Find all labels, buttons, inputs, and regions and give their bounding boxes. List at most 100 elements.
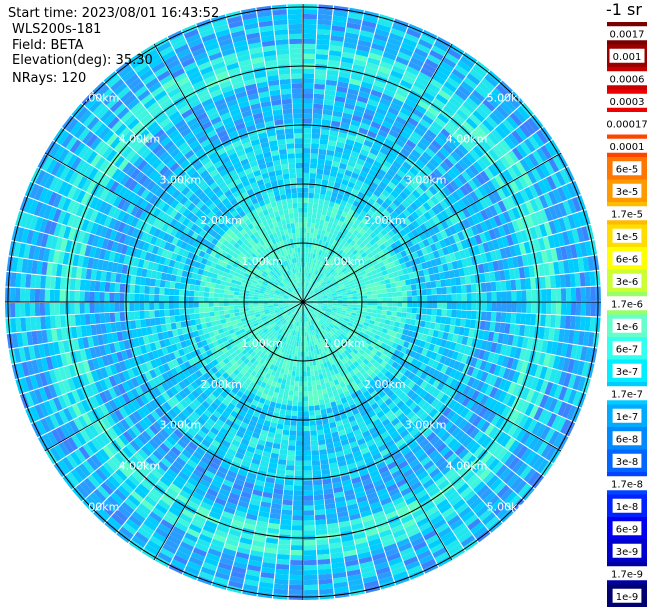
ray-gate: [409, 427, 420, 437]
ray-gate: [278, 340, 283, 347]
ray-gate: [466, 257, 473, 267]
ray-gate: [393, 60, 408, 71]
ray-gate: [316, 544, 329, 550]
ray-gate: [303, 341, 306, 347]
ray-gate: [394, 156, 405, 166]
ray-gate: [336, 277, 342, 283]
ray-gate: [540, 314, 547, 327]
ray-gate: [303, 351, 306, 357]
ray-gate: [545, 276, 551, 289]
ray-gate: [282, 429, 290, 436]
ray-gate: [536, 458, 549, 474]
ray-gate: [303, 545, 316, 551]
ray-gate: [341, 267, 348, 273]
ray-gate: [282, 319, 287, 325]
ray-gate: [523, 241, 532, 254]
ray-gate: [268, 462, 278, 469]
ray-gate: [360, 285, 367, 290]
ray-gate: [560, 246, 568, 260]
ray-gate: [244, 352, 251, 359]
ray-gate: [507, 494, 521, 509]
ray-gate: [337, 510, 349, 518]
ray-gate: [265, 350, 271, 357]
ray-gate: [484, 207, 494, 219]
ray-gate: [66, 472, 80, 487]
ray-gate: [319, 288, 325, 293]
ray-gate: [327, 221, 333, 228]
ray-gate: [274, 332, 280, 339]
ray-gate: [236, 333, 243, 340]
ray-gate: [343, 107, 354, 115]
ray-gate: [255, 342, 261, 348]
ray-gate: [402, 518, 416, 529]
ray-gate: [355, 179, 364, 187]
ray-gate: [446, 309, 452, 318]
ray-gate: [446, 245, 454, 254]
ray-gate: [458, 326, 465, 336]
ray-gate: [269, 335, 275, 341]
ray-gate: [493, 388, 503, 401]
ray-gate: [202, 497, 215, 507]
ray-gate: [112, 385, 122, 397]
ray-gate: [452, 233, 461, 243]
ray-gate: [411, 462, 423, 473]
ray-gate: [359, 331, 365, 337]
ray-gate: [441, 286, 447, 295]
ray-gate: [262, 424, 270, 432]
ray-gate: [303, 549, 317, 556]
ray-gate: [351, 374, 359, 381]
ray-gate: [347, 339, 354, 346]
ray-gate: [391, 287, 397, 293]
ray-gate: [145, 427, 156, 439]
ray-gate: [492, 190, 502, 203]
ray-gate: [517, 483, 531, 498]
ray-gate: [286, 349, 291, 355]
ray-gate: [357, 39, 372, 48]
ray-gate: [58, 441, 70, 457]
ray-gate: [525, 375, 535, 389]
ray-gate: [280, 383, 286, 390]
ray-gate: [371, 328, 378, 335]
ray-gate: [273, 588, 288, 595]
ray-gate: [212, 422, 222, 432]
ray-gate: [454, 444, 466, 456]
ray-gate: [333, 105, 344, 113]
ray-gate: [232, 483, 244, 491]
ray-gate: [297, 406, 303, 412]
ray-gate: [560, 343, 568, 357]
ray-gate: [454, 343, 462, 353]
ray-gate: [96, 485, 110, 499]
ray-gate: [375, 107, 388, 116]
ray-gate: [550, 248, 558, 262]
ray-gate: [303, 306, 305, 312]
ray-gate: [500, 450, 512, 464]
ray-gate: [389, 335, 396, 343]
ray-gate: [282, 313, 288, 318]
ray-gate: [233, 394, 241, 402]
ray-gate: [209, 461, 220, 471]
ray-gate: [471, 292, 477, 302]
ray-gate: [303, 28, 317, 35]
ray-gate: [264, 330, 270, 336]
ray-gate: [496, 302, 502, 312]
ray-gate: [457, 231, 466, 241]
ray-gate: [257, 418, 265, 425]
ray-gate: [364, 108, 376, 117]
ray-gate: [332, 257, 338, 264]
ray-gate: [96, 506, 111, 520]
ray-gate: [407, 380, 416, 390]
ray-gate: [358, 153, 368, 162]
ray-gate: [525, 200, 535, 214]
ray-gate: [562, 357, 571, 372]
ray-gate: [398, 212, 407, 221]
ray-gate: [358, 90, 370, 99]
ray-gate: [293, 309, 298, 315]
ray-gate: [326, 210, 332, 217]
ray-gate: [418, 182, 429, 192]
ray-gate: [257, 368, 264, 376]
ray-gate: [211, 439, 222, 449]
ray-gate: [396, 478, 408, 488]
ray-gate: [475, 254, 483, 265]
ray-gate: [305, 306, 308, 312]
ray-gate: [354, 162, 364, 171]
